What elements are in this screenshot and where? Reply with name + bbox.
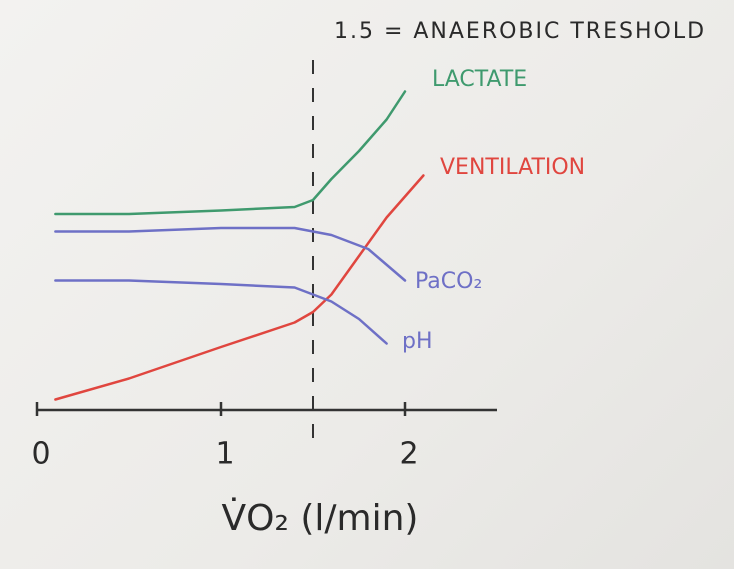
x-tick-label: 1 (215, 437, 234, 472)
page: {"chart_data": {"type": "line", "annotat… (0, 0, 734, 569)
series-label: PaCO₂ (415, 269, 482, 294)
series-line (55, 281, 386, 344)
series-label: pH (402, 329, 433, 354)
x-axis-label: V̇O₂ (l/min) (222, 497, 419, 539)
series-label: VENTILATION (440, 155, 585, 180)
series-line (55, 92, 405, 215)
x-tick-label: 0 (31, 437, 50, 472)
chart: 1.5 = ANAEROBIC TRESHOLD V̇O₂ (l/min) 0 1… (0, 0, 734, 569)
threshold-label: 1.5 = ANAEROBIC TRESHOLD (334, 19, 706, 44)
series-label: LACTATE (432, 67, 527, 92)
x-tick-label: 2 (399, 437, 418, 472)
series-line (55, 228, 405, 281)
